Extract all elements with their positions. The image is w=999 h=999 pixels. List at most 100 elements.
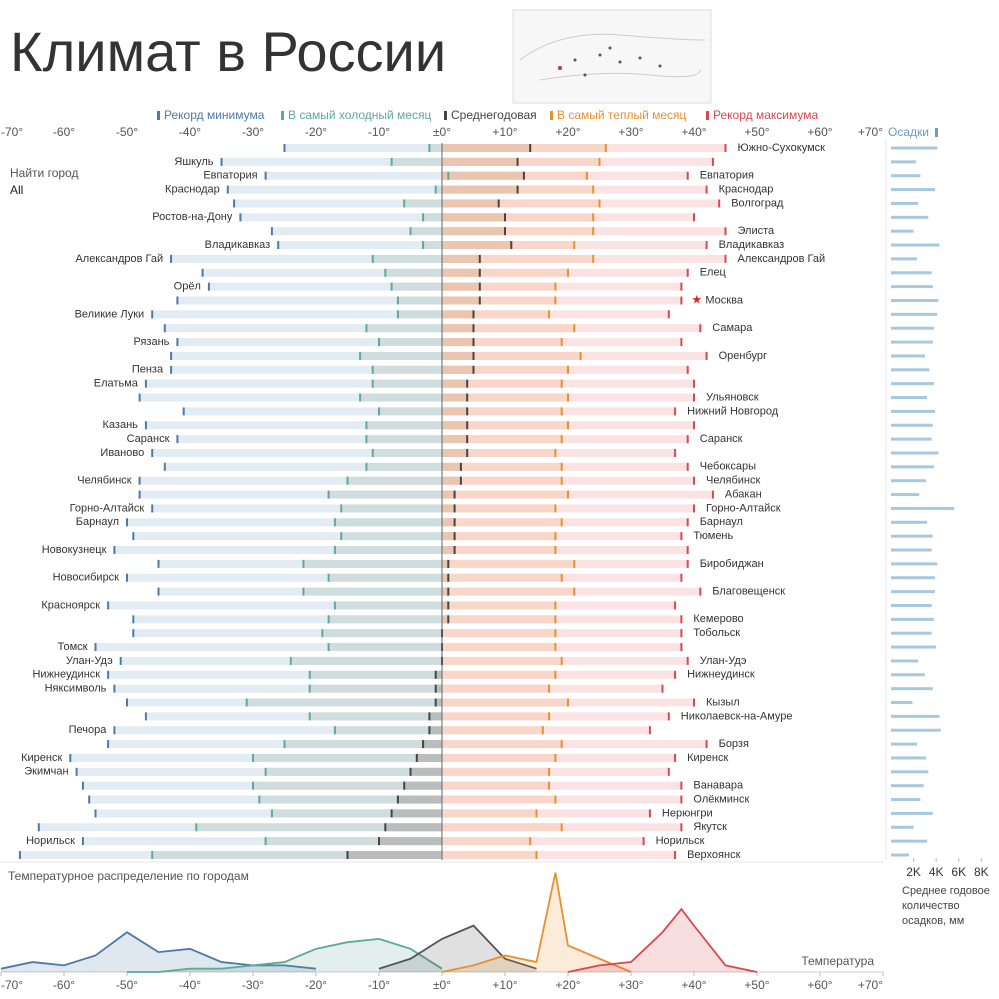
legend-swatch <box>444 111 447 120</box>
range-cold-month <box>379 407 442 416</box>
city-label: Улан-Удэ <box>700 655 747 667</box>
range-cold <box>145 379 442 388</box>
city-label: Николаевск-на-Амуре <box>681 710 793 722</box>
range-warm-month <box>442 601 556 610</box>
range-warm <box>442 767 669 776</box>
value-tick <box>573 587 576 596</box>
value-tick <box>113 546 116 555</box>
range-cold <box>152 448 442 457</box>
value-tick <box>396 310 399 319</box>
value-tick <box>378 338 380 347</box>
city-label: Евпатория <box>203 170 257 182</box>
range-warm-month <box>442 144 606 152</box>
range-cold <box>120 656 442 665</box>
precip-bar <box>891 437 932 441</box>
value-tick <box>529 144 532 152</box>
precip-bar <box>891 493 920 497</box>
value-tick <box>554 282 557 291</box>
precip-bar <box>891 853 910 857</box>
value-tick <box>680 781 683 790</box>
value-tick <box>724 144 727 152</box>
range-cold-month <box>391 282 442 291</box>
dist-area-fill <box>127 938 442 972</box>
precip-axis-label: Среднее годовое количество осадков, мм <box>902 885 990 927</box>
city-label: Барнаул <box>76 516 119 528</box>
x-tick-label: +10° <box>492 125 517 139</box>
range-warm-month <box>442 823 562 832</box>
x-tick-label: +40° <box>681 125 706 139</box>
city-label: Елатьма <box>94 378 139 390</box>
range-cold-month <box>347 476 442 485</box>
value-tick <box>409 767 412 776</box>
value-tick <box>264 171 267 180</box>
value-tick <box>359 393 362 402</box>
city-label: Тюмень <box>693 530 733 542</box>
city-label: Киренск <box>687 752 728 764</box>
value-tick <box>459 476 462 485</box>
range-cold <box>127 573 442 582</box>
x-tick-label: +50° <box>744 978 769 992</box>
range-warm-month <box>442 546 556 555</box>
value-tick <box>567 365 569 374</box>
range-warm <box>442 532 682 541</box>
value-tick <box>548 684 551 693</box>
city-label: Благовещенск <box>712 586 785 598</box>
city-label: Челябинск <box>706 475 760 487</box>
value-tick <box>144 712 147 721</box>
value-tick <box>327 643 330 652</box>
value-tick <box>466 435 469 444</box>
precip-bar <box>891 326 934 330</box>
value-tick <box>138 393 141 402</box>
value-tick <box>680 615 683 624</box>
value-tick <box>365 435 368 444</box>
precip-bar <box>891 160 916 164</box>
value-tick <box>37 823 40 832</box>
filter-value[interactable]: All <box>10 183 24 197</box>
value-tick <box>113 684 116 693</box>
range-cold-month <box>253 753 442 762</box>
range-cold <box>108 670 442 679</box>
value-tick <box>270 227 273 236</box>
legend-label: Рекорд минимума <box>164 108 265 122</box>
range-cold-month <box>366 324 442 333</box>
value-tick <box>724 227 727 236</box>
range-cold <box>271 227 442 236</box>
value-tick <box>598 157 601 166</box>
value-tick <box>535 851 538 859</box>
range-cold-month <box>259 795 442 804</box>
value-tick <box>396 296 399 305</box>
value-tick <box>327 573 330 582</box>
city-label: Владикавказ <box>719 239 785 251</box>
city-label: Оренбург <box>719 350 767 362</box>
range-cold-month <box>196 823 442 832</box>
legend-label: Рекорд максимума <box>713 108 818 122</box>
range-cold-month <box>303 559 442 568</box>
value-tick <box>113 726 116 735</box>
value-tick <box>693 379 695 388</box>
range-cold-month <box>435 185 442 194</box>
city-label: Нижнеудинск <box>687 669 755 681</box>
city-label: Нерюнгри <box>662 807 713 819</box>
range-mean <box>379 837 442 846</box>
value-tick <box>560 656 563 665</box>
value-tick <box>554 296 557 305</box>
value-tick <box>371 379 374 388</box>
range-warm-month <box>442 338 562 347</box>
value-tick <box>560 823 563 832</box>
range-warm <box>442 684 663 693</box>
range-cold <box>108 601 442 610</box>
range-cold <box>227 185 442 194</box>
city-label: Борзя <box>719 738 749 750</box>
range-cold <box>202 268 442 277</box>
range-cold-month <box>385 268 442 277</box>
range-warm-month <box>442 421 568 430</box>
value-tick <box>459 462 462 471</box>
city-label: Экимчан <box>24 766 68 778</box>
value-tick <box>434 185 437 194</box>
value-tick <box>680 795 683 804</box>
precip-bar <box>891 354 925 358</box>
precip-bar <box>891 825 914 829</box>
value-tick <box>560 740 563 749</box>
range-warm-month <box>442 490 568 499</box>
value-tick <box>554 448 557 457</box>
